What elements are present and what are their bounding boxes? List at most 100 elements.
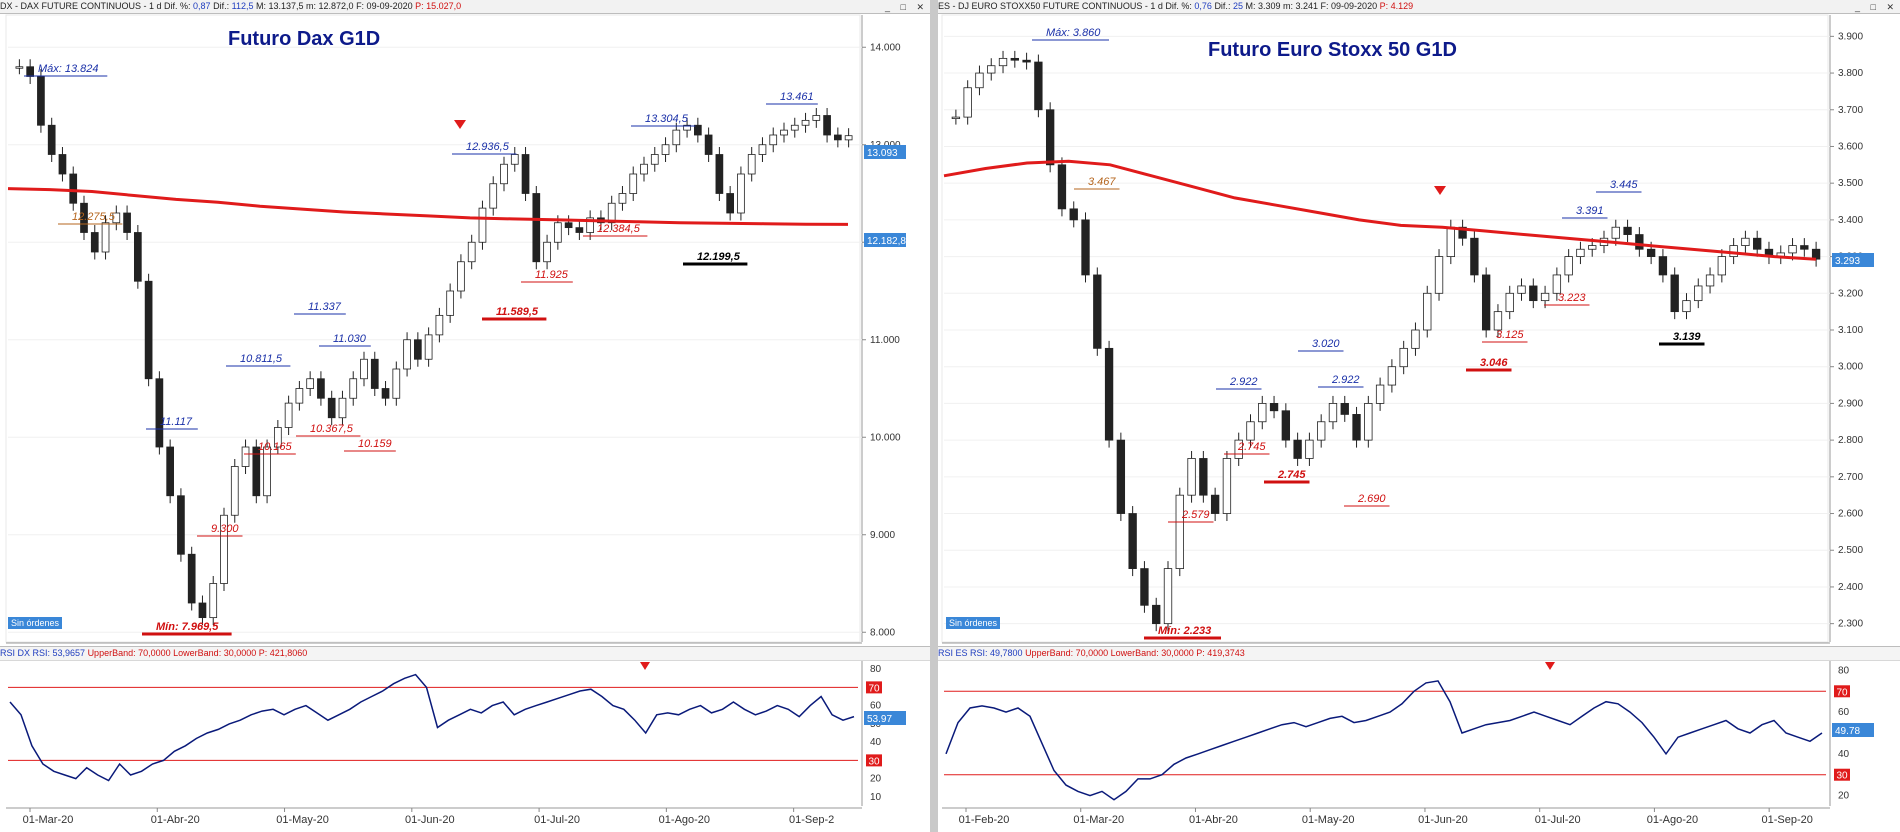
chart-title: Futuro Dax G1D — [228, 28, 380, 50]
dax-chart-window: DX - DAX FUTURE CONTINUOUS - 1 d Dif. %:… — [0, 0, 930, 832]
candle-body — [1694, 285, 1703, 302]
dax-rsi-p: P: 421,8060 — [258, 648, 308, 658]
dax-window-buttons[interactable]: _ □ ✕ — [885, 2, 928, 12]
candle-body — [177, 495, 185, 555]
rsi-tick-label: 20 — [870, 774, 882, 785]
candle-body — [1753, 237, 1762, 250]
candle-body — [963, 87, 972, 118]
candle-body — [1022, 59, 1031, 63]
stoxx-rsi-upper: UpperBand: 70,0000 — [1025, 648, 1109, 658]
price-annotation: Mín: 7.969,5 — [156, 621, 219, 633]
candle-body — [1246, 421, 1255, 441]
candle-body — [1128, 513, 1137, 569]
y-tick-label: 10.000 — [870, 432, 901, 443]
candle-body — [1576, 248, 1585, 257]
rsi-band-tag — [1834, 768, 1850, 781]
rsi-tick-label: 10 — [870, 792, 882, 803]
rsi-tick-label: 40 — [1838, 749, 1850, 760]
dax-header-pct: 0,87 — [193, 1, 211, 11]
candle-body — [1682, 300, 1691, 313]
y-tick-label: 14.000 — [870, 42, 901, 53]
stoxx-sin-ordenes-badge[interactable]: Sin órdenes — [946, 617, 1001, 629]
stoxx-chart-svg: 3.9003.8003.7003.6003.5003.4003.3003.200… — [941, 14, 1874, 826]
price-annotation: 11.337 — [308, 301, 342, 313]
candle-body — [1210, 494, 1220, 514]
rsi-tick-label: 40 — [870, 737, 882, 748]
dax-rsi-value: RSI DX RSI: 53,9657 — [0, 648, 86, 658]
rsi-band-label: 70 — [1836, 687, 1848, 698]
stoxx-title-bar: ES - DJ EURO STOXX50 FUTURE CONTINUOUS -… — [938, 0, 1900, 14]
price-annotation: Máx: 3.860 — [1046, 27, 1101, 39]
candle-body — [15, 66, 24, 69]
price-annotation: 2.922 — [1229, 376, 1258, 388]
y-tick-label: 2.700 — [1838, 472, 1863, 483]
candle-body — [424, 334, 433, 360]
y-tick-label: 2.800 — [1838, 435, 1863, 446]
x-tick-label: 01-Jun-20 — [1418, 814, 1468, 826]
rsi-band-tag — [866, 754, 882, 767]
price-annotation: 2.745 — [1277, 469, 1306, 481]
candle-body — [230, 466, 239, 516]
candle-body — [80, 202, 88, 233]
candle-body — [478, 207, 487, 243]
y-tick-label: 3.800 — [1838, 68, 1863, 79]
y-tick-label: 3.700 — [1838, 105, 1863, 116]
y-tick-label: 3.000 — [1838, 362, 1863, 373]
candle-body — [317, 378, 325, 399]
candle-body — [650, 154, 659, 165]
candle-body — [1741, 237, 1750, 246]
rsi-line — [9, 673, 855, 782]
candle-body — [1045, 109, 1055, 166]
candle-body — [306, 378, 315, 389]
candle-body — [532, 193, 541, 263]
candle-body — [1481, 274, 1491, 331]
y-tick-label: 11.000 — [870, 335, 900, 346]
x-tick-label: 01-Jul-20 — [1535, 814, 1581, 826]
dax-price-tag-bg — [864, 145, 906, 159]
candle-body — [715, 154, 724, 194]
candle-body — [489, 183, 498, 209]
dax-rsi-upper: UpperBand: 70,0000 — [87, 648, 171, 658]
stoxx-rsi-tag: 49.78 — [1835, 726, 1860, 737]
stoxx-rsi-tag-bg — [1832, 723, 1874, 737]
candle-body — [37, 76, 45, 126]
stoxx-header-prefix: ES - DJ EURO STOXX50 FUTURE CONTINUOUS -… — [938, 1, 1192, 11]
candle-body — [1646, 248, 1656, 257]
dax-header-p: P: 15.027,0 — [415, 1, 462, 11]
price-annotation: 2.745 — [1237, 441, 1266, 453]
plot-frame — [941, 14, 1829, 643]
candle-body — [392, 368, 401, 399]
price-annotation: 12.384,5 — [597, 223, 641, 235]
candle-body — [1588, 245, 1597, 250]
candle-body — [1470, 237, 1479, 276]
rsi-tick-label: 20 — [1838, 791, 1850, 802]
dax-sin-ordenes-badge[interactable]: Sin órdenes — [8, 617, 63, 629]
candle-body — [1258, 403, 1267, 423]
candle-body — [58, 154, 67, 175]
price-annotation: 9.300 — [211, 523, 239, 535]
candle-body — [1411, 329, 1420, 349]
candle-body — [564, 222, 573, 229]
y-tick-label: 8.000 — [870, 627, 895, 638]
candle-body — [327, 397, 336, 419]
candle-body — [812, 115, 821, 121]
stoxx-window-buttons[interactable]: _ □ ✕ — [1855, 2, 1898, 12]
candle-body — [112, 212, 121, 224]
panel-separator[interactable] — [930, 0, 938, 832]
candle-body — [69, 173, 78, 204]
x-tick-label: 01-Sep-2 — [789, 814, 834, 826]
y-tick-label: 3.500 — [1838, 178, 1863, 189]
candle-body — [554, 222, 562, 243]
price-annotation: 3.467 — [1088, 176, 1116, 188]
moving-average-line — [7, 187, 849, 226]
dax-ma-tag: 12.182,8 — [867, 236, 906, 247]
candle-body — [1104, 347, 1114, 441]
rsi-line — [945, 680, 1823, 801]
price-annotation: 10.159 — [358, 438, 392, 450]
rsi-signal-arrow-icon — [640, 662, 650, 670]
y-tick-label: 3.900 — [1838, 31, 1863, 42]
x-tick-label: 01-Sep-20 — [1761, 814, 1812, 826]
candle-body — [951, 116, 961, 120]
candle-body — [1057, 164, 1067, 210]
dax-rsi-tag-bg — [864, 711, 906, 725]
